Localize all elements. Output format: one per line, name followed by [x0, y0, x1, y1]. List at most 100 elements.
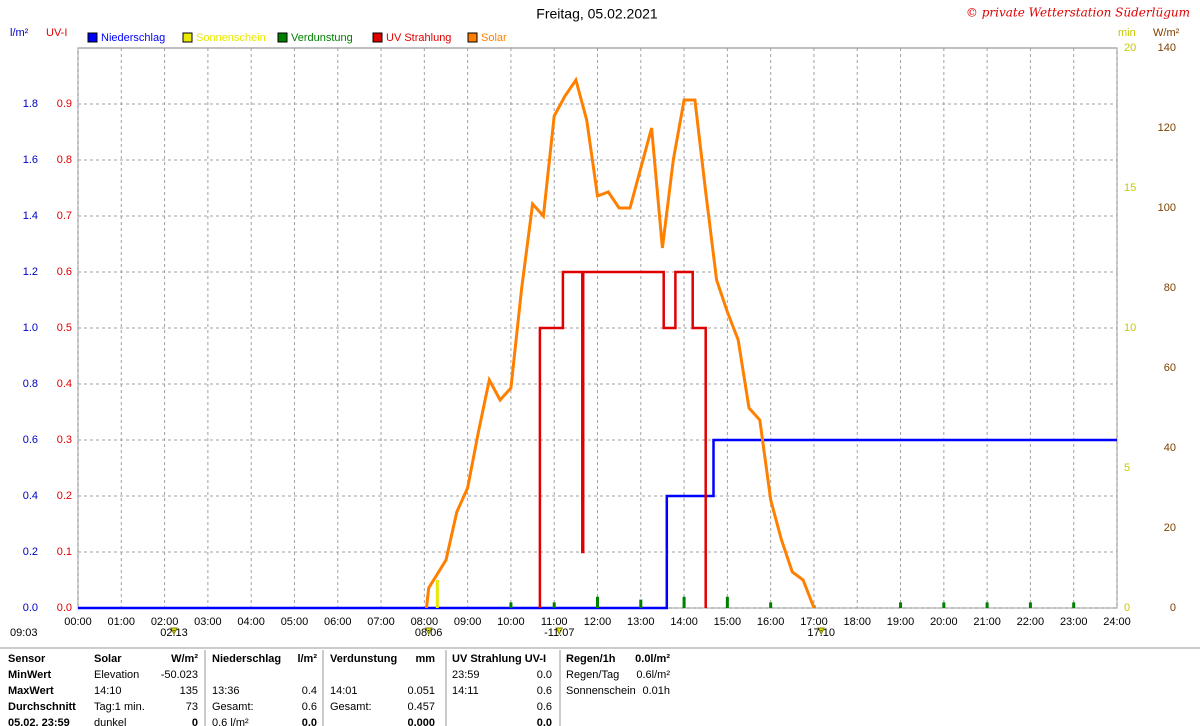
x-tick-label: 18:00 [843, 616, 871, 628]
bar [1028, 602, 1032, 608]
x-tick-label: 13:00 [627, 616, 655, 628]
table-cell: Elevation [94, 669, 139, 681]
y-tick-label: 0.4 [23, 490, 38, 502]
table-cell: Niederschlag [212, 653, 281, 665]
table-cell: 0.01h [642, 685, 670, 697]
bar [1072, 602, 1076, 608]
x-tick-label: 15:00 [714, 616, 742, 628]
table-cell: 0.457 [407, 701, 435, 713]
x-tick-label: 23:00 [1060, 616, 1088, 628]
x-tick-label: 17:00 [800, 616, 828, 628]
bar [985, 602, 989, 608]
y2-tick-label: 0.4 [57, 378, 72, 390]
marker-label: 02:13 [160, 627, 188, 639]
x-tick-label: 11:00 [541, 616, 568, 628]
table-cell: l/m² [297, 653, 317, 665]
y4-tick-label: 60 [1164, 362, 1176, 374]
table-cell: Tag:1 min. [94, 701, 145, 713]
bar [435, 580, 439, 608]
y3-axis-label: min [1118, 27, 1136, 39]
y3-tick-label: 20 [1124, 42, 1136, 54]
table-cell: Gesamt: [330, 701, 372, 713]
y2-tick-label: 0.3 [57, 434, 72, 446]
y4-tick-label: 140 [1158, 42, 1176, 54]
y2-tick-label: 0.9 [57, 98, 72, 110]
y-axis-label: l/m² [10, 27, 29, 39]
marker-label: 08:06 [415, 627, 443, 639]
x-tick-label: 08:00 [411, 616, 439, 628]
bar [725, 596, 729, 608]
legend-label: Niederschlag [101, 32, 165, 44]
x-tick-label: 16:00 [757, 616, 785, 628]
y4-tick-label: 20 [1164, 522, 1176, 534]
table-cell: Durchschnitt [8, 701, 76, 713]
legend-label: Solar [481, 32, 507, 44]
table-cell: 14:10 [94, 685, 122, 697]
y4-tick-label: 120 [1158, 122, 1176, 134]
marker [555, 627, 564, 636]
x-tick-label: 00:00 [64, 616, 92, 628]
table-cell: 0.6 [537, 701, 552, 713]
chart-title: Freitag, 05.02.2021 [536, 6, 658, 22]
x-tick-label: 02:00 [151, 616, 179, 628]
marker [424, 627, 433, 636]
table-cell: 0.0l/m² [635, 653, 670, 665]
x-tick-label: 10:00 [497, 616, 525, 628]
y3-tick-label: 15 [1124, 182, 1136, 194]
x-tick-label: 01:00 [108, 616, 136, 628]
bar [552, 602, 556, 608]
table-cell: 73 [186, 701, 198, 713]
series-line [538, 270, 707, 608]
y-tick-label: 1.0 [23, 322, 38, 334]
legend-swatch [182, 32, 193, 43]
table-cell: MinWert [8, 669, 52, 681]
legend-label: Sonnenschein [196, 32, 266, 44]
table-cell: Sensor [8, 653, 46, 665]
x-tick-label: 12:00 [584, 616, 612, 628]
y-tick-label: 1.8 [23, 98, 38, 110]
table-cell: Regen/1h [566, 653, 616, 665]
y4-tick-label: 100 [1158, 202, 1176, 214]
bar [942, 602, 946, 608]
table-cell: W/m² [171, 653, 198, 665]
y2-tick-label: 0.0 [57, 602, 72, 614]
table-cell: Solar [94, 653, 122, 665]
x-tick-label: 05:00 [281, 616, 309, 628]
x-tick-label: 14:00 [670, 616, 698, 628]
y2-axis-label: UV-I [46, 27, 67, 39]
y2-tick-label: 0.5 [57, 322, 72, 334]
legend-label: Verdunstung [291, 32, 353, 44]
table-cell: Sonnenschein [566, 685, 636, 697]
y4-tick-label: 40 [1164, 442, 1176, 454]
table-cell: 135 [180, 685, 198, 697]
y3-tick-label: 0 [1124, 602, 1130, 614]
x-tick-label: 04:00 [237, 616, 265, 628]
x-tick-label: 21:00 [973, 616, 1001, 628]
credit: © private Wetterstation Süderlügum [966, 6, 1190, 20]
x-tick-label: 22:00 [1017, 616, 1045, 628]
table-cell: 0.0 [537, 717, 552, 726]
day-length: 09:03 [10, 627, 38, 639]
bar [682, 596, 686, 608]
table-cell: 0.000 [407, 717, 435, 726]
y-tick-label: 1.6 [23, 154, 38, 166]
bar [509, 602, 513, 608]
bar [596, 596, 599, 608]
x-tick-label: 24:00 [1103, 616, 1131, 628]
table-cell: Regen/Tag [566, 669, 619, 681]
series-line [78, 438, 1117, 610]
table-cell: 0.6 [302, 701, 317, 713]
table-cell: 0.0 [302, 717, 317, 726]
x-tick-label: 19:00 [887, 616, 915, 628]
y3-tick-label: 5 [1124, 462, 1130, 474]
table-cell: 13:36 [212, 685, 240, 697]
marker-label: 17:10 [807, 627, 835, 639]
legend-label: UV Strahlung [386, 32, 451, 44]
x-tick-label: 20:00 [930, 616, 958, 628]
legend-swatch [277, 32, 288, 43]
marker [170, 627, 178, 636]
table-cell: 05.02. 23:59 [8, 717, 70, 726]
legend-swatch [372, 32, 383, 43]
table-cell: dunkel [94, 717, 126, 726]
